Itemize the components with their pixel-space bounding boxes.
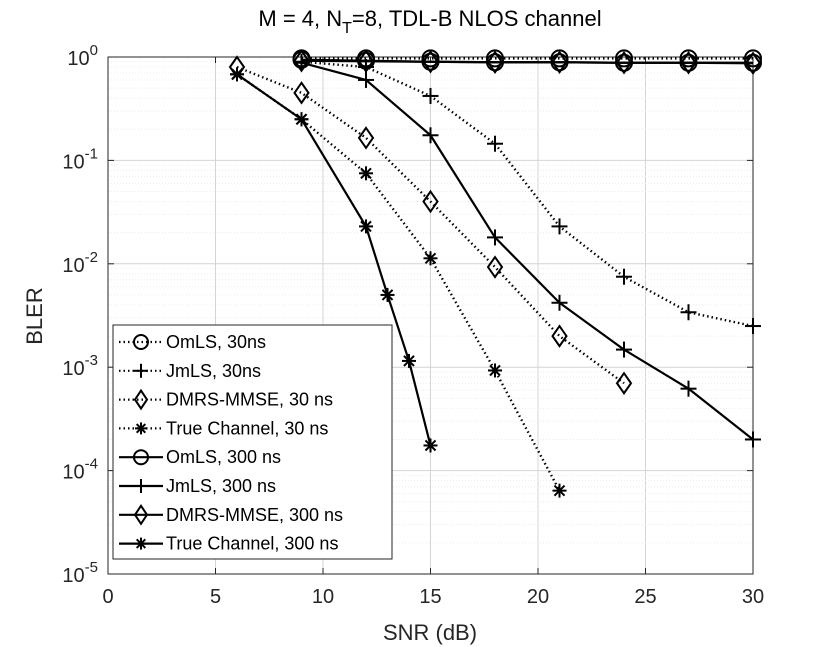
data-point — [745, 318, 761, 335]
legend-label: OmLS, 30ns — [166, 332, 266, 352]
data-point — [357, 49, 375, 73]
x-tick-label: 5 — [210, 586, 221, 608]
legend-entry: True Channel, 30 ns — [119, 418, 328, 438]
y-tick-label: 10-5 — [62, 559, 98, 587]
series-line — [301, 60, 754, 328]
legend-marker — [134, 479, 148, 493]
legend-entry: DMRS-MMSE, 300 ns — [119, 503, 343, 526]
legend-box — [112, 324, 393, 560]
x-tick-label: 10 — [312, 586, 334, 608]
y-tick-label: 10-1 — [62, 145, 98, 173]
y-tick-label: 10-2 — [62, 249, 98, 277]
series-line — [301, 59, 754, 65]
data-point — [359, 219, 373, 234]
legend-entry: True Channel, 300 ns — [119, 534, 338, 554]
data-point — [616, 341, 632, 358]
data-point — [616, 268, 632, 285]
legend-marker — [133, 334, 149, 350]
y-tick-label: 10-4 — [62, 456, 98, 484]
data-point — [551, 50, 568, 74]
legend-marker — [135, 537, 147, 550]
x-tick-label: 20 — [527, 586, 549, 608]
data-point — [380, 287, 395, 302]
series-line — [236, 65, 625, 385]
x-tick-label: 30 — [742, 586, 764, 608]
data-point — [552, 483, 567, 498]
x-tick-label: 15 — [419, 586, 441, 608]
legend-label: DMRS-MMSE, 30 ns — [166, 390, 333, 410]
chart-title: M = 4, NT=8, TDL-B NLOS channel — [258, 6, 601, 37]
x-tick-label: 0 — [102, 586, 113, 608]
data-point — [615, 49, 633, 68]
legend-entry: JmLS, 30ns — [119, 361, 261, 381]
data-point — [680, 50, 697, 75]
legend: OmLS, 30ns JmLS, 30ns DMRS-MMSE, 30 ns True… — [112, 324, 393, 560]
data-point — [487, 229, 503, 246]
data-point — [551, 324, 568, 348]
y-axis-label: BLER — [22, 287, 47, 344]
data-point — [422, 189, 439, 214]
data-point — [230, 67, 244, 82]
data-point — [423, 251, 438, 266]
legend-entry: OmLS, 30ns — [119, 332, 266, 352]
data-point — [680, 304, 697, 321]
data-point — [486, 255, 504, 279]
legend-marker — [135, 422, 147, 435]
legend-entry: JmLS, 300 ns — [119, 476, 276, 496]
data-point — [422, 127, 439, 144]
series-6 — [293, 54, 761, 448]
data-point — [615, 50, 633, 75]
legend-label: JmLS, 300 ns — [166, 476, 276, 496]
series-7 — [293, 49, 762, 75]
series-3 — [228, 55, 633, 395]
legend-label: True Channel, 30 ns — [166, 418, 328, 438]
data-point — [422, 49, 439, 74]
data-point — [680, 380, 697, 397]
data-point — [744, 49, 762, 68]
data-point — [487, 135, 503, 152]
data-point — [744, 51, 762, 75]
legend-label: OmLS, 300 ns — [166, 447, 281, 467]
x-tick-label: 25 — [634, 586, 656, 608]
data-point — [486, 50, 504, 74]
legend-entry: OmLS, 300 ns — [119, 447, 281, 467]
data-point — [551, 294, 568, 311]
legend-marker — [134, 363, 148, 378]
data-point — [402, 353, 416, 368]
y-tick-label: 10-3 — [62, 352, 98, 380]
legend-label: True Channel, 300 ns — [166, 534, 338, 554]
data-point — [423, 438, 438, 453]
grid — [108, 57, 753, 574]
legend-marker — [133, 388, 149, 411]
series-group — [228, 49, 762, 498]
series-2 — [293, 53, 761, 335]
series-line — [236, 73, 432, 446]
data-point — [293, 49, 310, 73]
data-point — [679, 49, 698, 68]
data-point — [745, 431, 761, 448]
data-point — [359, 166, 373, 181]
legend-label: JmLS, 30ns — [166, 361, 261, 381]
data-point — [551, 218, 568, 235]
series-line — [301, 61, 754, 441]
series-8 — [230, 67, 438, 453]
legend-marker — [133, 449, 149, 466]
data-point — [615, 371, 633, 395]
data-point — [357, 126, 375, 150]
x-axis-label: SNR (dB) — [383, 620, 477, 645]
legend-entry: DMRS-MMSE, 30 ns — [119, 388, 333, 411]
axis-ticks: 0 5 10 15 20 25 30 100 10-1 10-2 10-3 10-4 10-5 — [62, 42, 764, 608]
data-point — [293, 81, 310, 105]
data-point — [422, 87, 439, 104]
data-point — [294, 112, 309, 127]
y-tick-label: 100 — [67, 42, 98, 70]
legend-label: DMRS-MMSE, 300 ns — [166, 505, 343, 525]
data-point — [358, 71, 374, 88]
legend-marker — [133, 503, 149, 526]
data-point — [488, 363, 502, 378]
series-line — [236, 73, 561, 492]
